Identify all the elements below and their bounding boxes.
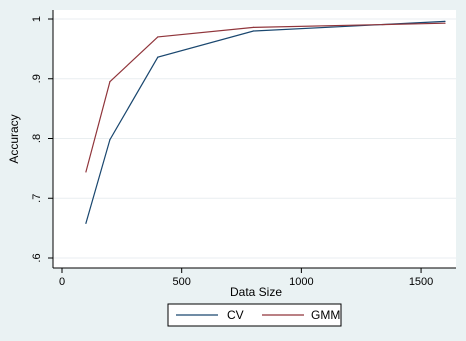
data-point-gmm — [444, 22, 446, 24]
data-point-gmm — [109, 81, 111, 83]
x-tick-label: 1500 — [409, 276, 433, 288]
data-point-cv — [444, 20, 446, 22]
legend-label-cv: CV — [227, 308, 244, 322]
data-point-gmm — [252, 26, 255, 28]
x-tick-label: 0 — [59, 276, 65, 288]
series-lines — [85, 20, 446, 224]
data-point-gmm — [157, 36, 159, 38]
y-tick-label: 1 — [31, 16, 43, 22]
y-tick-label: .8 — [31, 134, 43, 143]
x-tick-label: 500 — [173, 276, 191, 288]
data-point-cv — [109, 139, 111, 141]
y-axis-title: Accuracy — [7, 114, 21, 163]
x-ticks: 0 500 1000 1500 — [59, 268, 433, 288]
legend-box — [167, 303, 342, 327]
y-tick-label: .6 — [31, 253, 43, 262]
legend: CV GMM — [167, 303, 342, 327]
y-tick-label: .7 — [31, 194, 43, 203]
gridlines — [53, 18, 456, 259]
data-point-cv — [157, 56, 159, 58]
data-point-cv — [252, 30, 255, 32]
x-tick-label: 1000 — [289, 276, 313, 288]
data-point-cv — [85, 222, 87, 224]
data-point-gmm — [85, 171, 87, 173]
y-ticks: .6 .7 .8 .9 1 — [31, 16, 53, 263]
x-axis-title: Data Size — [230, 285, 282, 299]
legend-label-gmm: GMM — [311, 308, 340, 322]
y-tick-label: .9 — [31, 74, 43, 83]
